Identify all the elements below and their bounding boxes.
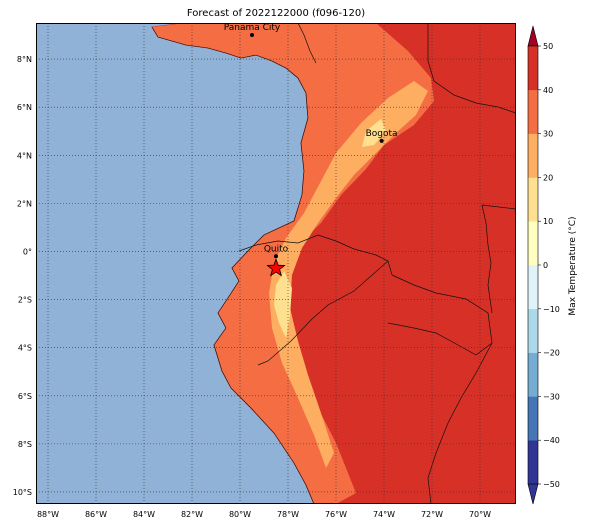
lat-tick-label: 4°N: [17, 151, 32, 160]
lat-tick-label: 2°N: [17, 199, 32, 208]
colorbar-tick-label: −30: [543, 392, 560, 401]
colorbar: [527, 25, 539, 505]
border-ecuador-peru: [257, 260, 389, 366]
colorbar-tick-label: 50: [543, 42, 553, 51]
grid-lines: [36, 23, 516, 504]
lat-tick-labels: 8°N 6°N 4°N 2°N 0° 2°S 4°S 6°S 8°S 10°S: [13, 55, 32, 497]
colorbar-tick-label: 0: [543, 261, 548, 270]
lon-tick-label: 88°W: [37, 510, 59, 519]
colorbar-bin: [528, 352, 538, 397]
city-dot: [274, 254, 278, 259]
land-high-peaks-north: [362, 119, 386, 147]
coastline: [151, 26, 315, 504]
city-label: Bogota: [366, 129, 398, 139]
colorbar-tick-label: −10: [543, 305, 560, 314]
border-colombia-brazil: [481, 204, 516, 314]
colorbar-tick-label: −20: [543, 349, 560, 358]
lat-tick-label: 10°S: [13, 488, 32, 497]
lon-tick-label: 80°W: [229, 510, 251, 519]
marker-layer: [266, 258, 286, 277]
red-star-icon: [266, 258, 286, 277]
lon-tick-label: 78°W: [277, 510, 299, 519]
colorbar-tick-label: −50: [543, 480, 560, 489]
colorbar-tick-label: −40: [543, 436, 560, 445]
colorbar-tick-labels: 50 40 30 20 10 0 −10 −20 −30 −40 −50: [538, 42, 560, 489]
city-dot: [250, 33, 254, 38]
lon-tick-label: 72°W: [421, 510, 443, 519]
city-dot: [379, 138, 384, 143]
lon-tick-labels: 88°W 86°W 84°W 82°W 80°W 78°W 76°W 74°W 72°W 70°W: [37, 510, 491, 519]
lat-tick-label: 4°S: [18, 344, 32, 353]
colorbar-bin: [528, 265, 538, 310]
lat-tick-label: 0°: [23, 247, 32, 256]
colorbar-frame: [527, 45, 539, 485]
colorbar-bin: [528, 89, 538, 134]
map-frame: [36, 23, 516, 504]
lon-tick-label: 70°W: [469, 510, 491, 519]
colorbar-bin: [528, 177, 538, 222]
lon-tick-label: 76°W: [325, 510, 347, 519]
colorbar-bin: [528, 440, 538, 485]
lat-tick-label: 8°S: [18, 440, 32, 449]
border-panama-colombia: [297, 23, 317, 64]
lat-tick-label: 2°S: [18, 296, 32, 305]
city-layer: Panama City Bogota Quito: [224, 23, 398, 259]
colorbar-tick-label: 10: [543, 217, 553, 226]
lon-tick-label: 82°W: [181, 510, 203, 519]
colorbar-bin: [528, 221, 538, 266]
city-label: Panama City: [224, 23, 281, 33]
lat-tick-label: 8°N: [17, 55, 32, 64]
land-high-peaks: [274, 271, 292, 338]
lat-tick-label: 6°S: [18, 392, 32, 401]
map-panel[interactable]: Panama City Bogota Quito: [36, 23, 516, 508]
colorbar-tick-label: 30: [543, 130, 553, 139]
land-andes-highlands: [269, 81, 428, 468]
colorbar-extend-max: [527, 25, 539, 47]
lon-tick-label: 84°W: [133, 510, 155, 519]
colorbar-tick-label: 20: [543, 173, 553, 182]
colorbar-bin: [528, 396, 538, 441]
lat-tick-label: 6°N: [17, 103, 32, 112]
colorbar-bin: [528, 308, 538, 353]
colorbar-extend-min: [527, 483, 539, 505]
lon-tick-label: 74°W: [373, 510, 395, 519]
border-peru-brazil: [427, 342, 493, 504]
colorbar-tick-label: 40: [543, 86, 553, 95]
lon-tick-label: 86°W: [85, 510, 107, 519]
map-title: Forecast of 2022122000 (f096-120): [186, 8, 366, 19]
colorbar-bin: [528, 133, 538, 178]
map-svg[interactable]: Panama City Bogota Quito: [36, 23, 516, 504]
city-label: Quito: [264, 244, 289, 254]
colorbar-label: Max Temperature (°C): [568, 216, 578, 315]
border-colombia-ecuador: [238, 234, 393, 276]
colorbar-bin: [528, 46, 538, 91]
